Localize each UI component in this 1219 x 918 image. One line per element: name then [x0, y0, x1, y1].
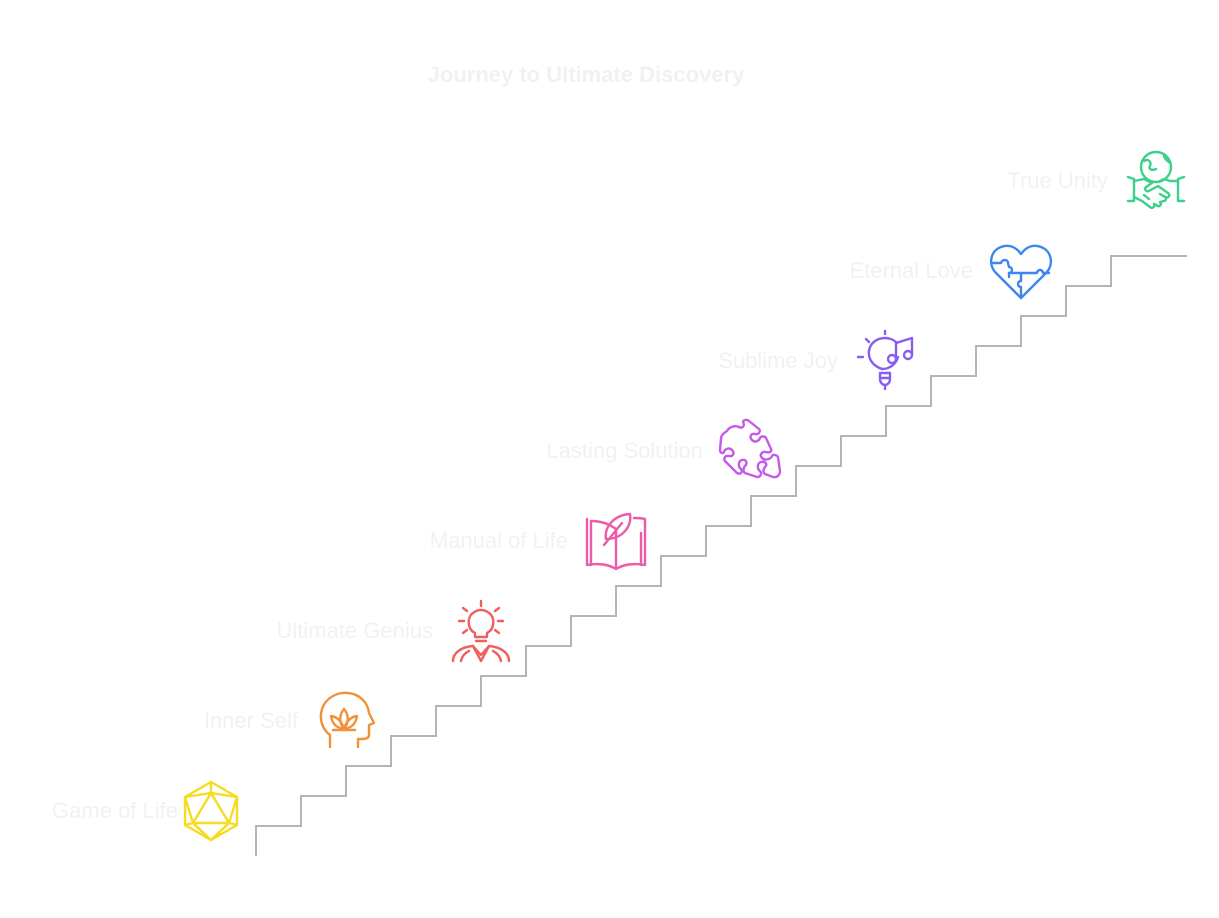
head-lotus-icon — [314, 689, 378, 753]
step-label-inner-self: Inner Self — [203, 708, 298, 733]
staircase-line — [255, 255, 1187, 856]
step-label-lasting-solution: Lasting Solution — [546, 438, 703, 463]
book-leaf-icon — [584, 509, 648, 573]
lightbulb-person-icon — [449, 599, 513, 663]
globe-handshake-icon — [1124, 149, 1188, 213]
step-label-true-unity: True Unity — [1007, 168, 1108, 193]
heart-puzzle-icon — [989, 239, 1053, 303]
step-label-sublime-joy: Sublime Joy — [718, 348, 838, 373]
step-label-game-of-life: Game of Life — [52, 798, 178, 823]
step-label-eternal-love: Eternal Love — [849, 258, 973, 283]
step-label-manual-of-life: Manual of Life — [429, 528, 568, 553]
step-label-ultimate-genius: Ultimate Genius — [276, 618, 433, 643]
puzzle-piece-icon — [718, 418, 783, 483]
diagram-title: Journey to Ultimate Discovery — [427, 62, 745, 87]
bulb-music-note-icon — [854, 329, 918, 393]
icosahedron-icon — [179, 779, 243, 843]
